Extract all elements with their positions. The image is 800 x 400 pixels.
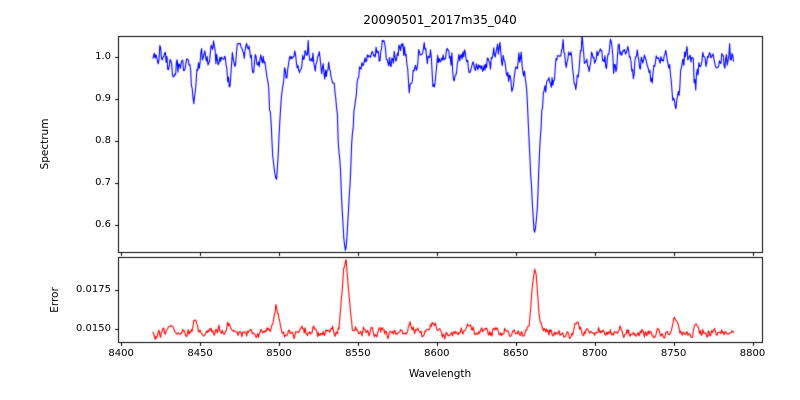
y-tick-label-spectrum: 1.0 <box>95 50 111 62</box>
x-tick-label: 8750 <box>660 348 687 359</box>
x-tick-label: 8800 <box>739 348 766 359</box>
x-tick-label: 8500 <box>266 348 292 359</box>
y-tick-label-spectrum: 0.9 <box>95 92 111 104</box>
y-axis-label-error: Error <box>49 287 61 313</box>
y-axis-label-spectrum: Spectrum <box>39 118 51 170</box>
chart-title: 20090501_2017m35_040 <box>363 13 517 27</box>
x-tick-label: 8400 <box>108 348 134 359</box>
x-tick-label: 8450 <box>187 348 213 359</box>
y-tick-label-spectrum: 0.7 <box>95 176 111 188</box>
y-tick-label-spectrum: 0.8 <box>95 134 111 146</box>
x-tick-label: 8700 <box>581 348 608 359</box>
y-tick-label-error: 0.0150 <box>76 323 111 335</box>
x-axis-label: Wavelength <box>408 368 472 380</box>
y-tick-label-error: 0.0175 <box>76 284 111 296</box>
x-tick-label: 8550 <box>345 348 371 359</box>
x-tick-label: 8600 <box>424 348 450 359</box>
x-tick-label: 8650 <box>503 348 529 359</box>
y-tick-label-spectrum: 0.6 <box>95 218 111 230</box>
